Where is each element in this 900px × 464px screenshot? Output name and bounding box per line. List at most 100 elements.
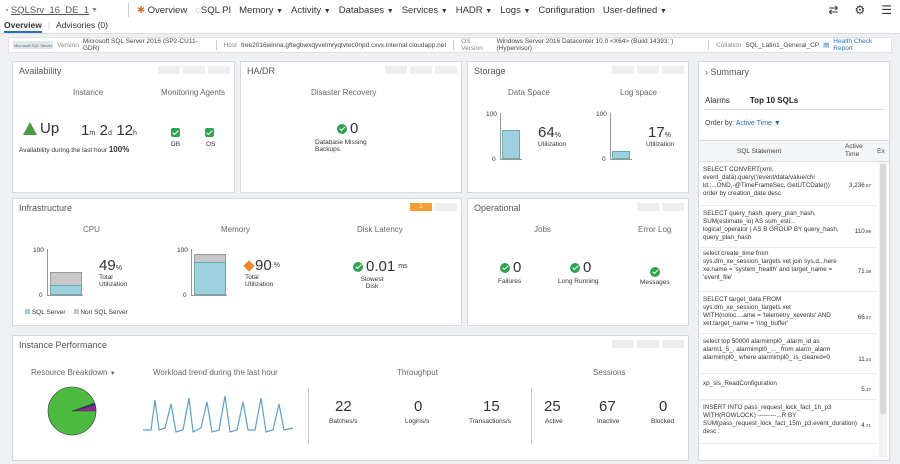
memory-total-label: Total Utilization: [245, 274, 274, 288]
tab-top-10-sqls[interactable]: Top 10 SQLs: [749, 96, 799, 105]
refresh-icon[interactable]: ⇄: [828, 3, 839, 17]
cpu-util-value: 49: [99, 257, 116, 274]
main-nav: ✱ Overview ◌SQL PI Memory ▼ Activity ▼ D…: [128, 3, 667, 17]
instance-heading: Instance: [73, 88, 104, 97]
col-executions[interactable]: Ex: [877, 148, 885, 155]
panel-button[interactable]: [158, 66, 180, 74]
os-agent-check-icon: [205, 124, 214, 142]
menu-icon[interactable]: ☰: [881, 3, 892, 17]
sql-table-row[interactable]: select top 50000 alarmimpl0_.alarm_id as…: [699, 338, 877, 374]
nav-hadr[interactable]: HADR ▼: [455, 4, 493, 16]
resource-breakdown-dropdown[interactable]: Resource Breakdown ▼: [31, 368, 116, 377]
nav-services[interactable]: Services ▼: [401, 4, 448, 16]
memory-util-value: 90: [255, 257, 272, 274]
disk-latency-heading: Disk Latency: [357, 225, 403, 234]
col-active-time[interactable]: Active Time: [845, 143, 863, 158]
active-time-value: 66.27: [857, 314, 871, 321]
tab-advisories[interactable]: Advisories (0): [56, 20, 108, 30]
sql-table-row[interactable]: SELECT CONVERT(xml, event_data).query('/…: [699, 166, 877, 206]
sub-tabs: Overview | Advisories (0): [0, 20, 900, 34]
health-check-link[interactable]: Health Check Report: [833, 38, 873, 52]
disk-latency-value: 0.01: [366, 258, 396, 275]
panel-button[interactable]: [612, 340, 634, 348]
nav-activity[interactable]: Activity ▼: [291, 4, 331, 16]
cpu-gauge: [47, 249, 83, 296]
memory-heading: Memory: [221, 225, 250, 234]
panel-title: Storage: [474, 66, 506, 76]
order-by-dropdown[interactable]: Active Time ▼: [735, 120, 781, 127]
nav-databases[interactable]: Databases ▼: [338, 4, 394, 16]
panel-title: Infrastructure: [19, 203, 73, 213]
operational-panel: Operational Jobs Error Log 0 Failures 0 …: [467, 198, 689, 326]
nav-configuration[interactable]: Configuration: [538, 4, 595, 16]
nav-overview[interactable]: ✱ Overview: [137, 4, 188, 16]
panel-button[interactable]: [183, 66, 205, 74]
active-time-value: 3,236.67: [848, 182, 871, 189]
sql-table-row[interactable]: SELECT target_data FROM sys.dm_xe_sessio…: [699, 296, 877, 334]
col-sql-statement[interactable]: SQL Statement: [737, 148, 782, 155]
host-label: Host: [223, 41, 237, 49]
server-info-bar: Microsoft SQL Server Version Microsoft S…: [8, 37, 892, 53]
panel-button[interactable]: [637, 66, 659, 74]
panel-button[interactable]: [637, 203, 659, 211]
panel-button[interactable]: [410, 66, 432, 74]
panel-button[interactable]: [612, 66, 634, 74]
sql-table-row[interactable]: select create_time from sys.dm_xe_sessio…: [699, 250, 877, 292]
nav-sql-pi[interactable]: ◌SQL PI: [195, 4, 232, 16]
nav-logs[interactable]: Logs ▼: [500, 4, 531, 16]
summary-panel: › Summary Alarms Top 10 SQLs Order by: A…: [698, 61, 890, 461]
axis-min: 0: [492, 156, 496, 163]
active-time-value: 11.24: [858, 356, 871, 363]
panel-button[interactable]: [208, 66, 230, 74]
log-space-pct: 17: [648, 124, 665, 141]
sql-table-row[interactable]: INSERT INTO pass_request_lock_fact_1h_p3…: [699, 404, 877, 444]
active-time-value: 4.71: [861, 422, 871, 429]
long-running-count: 0: [583, 259, 592, 276]
status-up: Up: [40, 120, 60, 137]
panel-button[interactable]: [435, 66, 457, 74]
logins-label: Logins/s: [405, 418, 430, 425]
collation-label: Collation: [716, 41, 742, 49]
hadr-panel: HA/DR Disaster Recovery 0 Database Missi…: [240, 61, 462, 193]
infrastructure-panel: Infrastructure 1 CPU Memory Disk Latency…: [12, 198, 462, 326]
sql-table-row[interactable]: SELECT query_hash, query_plan_hash, SUM(…: [699, 210, 877, 248]
panel-button[interactable]: [637, 340, 659, 348]
panel-title: Availability: [19, 66, 62, 76]
chevron-down-icon: ▼: [91, 6, 98, 14]
sql-table-row[interactable]: xp_sls_ReadConfiguration 5.37: [699, 380, 877, 400]
axis-max: 100: [177, 247, 188, 254]
nav-memory[interactable]: Memory ▼: [239, 4, 284, 16]
panel-button[interactable]: [662, 340, 684, 348]
tab-alarms[interactable]: Alarms: [705, 96, 730, 105]
tab-overview[interactable]: Overview: [4, 20, 42, 33]
panel-title: Instance Performance: [19, 340, 108, 350]
ok-check-icon: [570, 262, 580, 273]
logins-value: 0: [414, 398, 423, 415]
gear-icon[interactable]: ⚙: [854, 3, 866, 17]
alert-count-badge[interactable]: 1: [410, 203, 432, 211]
host-value: free2016winna.gftegbwxqyvelmryqtvtec0npd…: [240, 41, 447, 49]
legend-non-sql: Non SQL Server: [80, 309, 128, 316]
panel-button[interactable]: [662, 66, 684, 74]
storage-panel: Storage Data Space Log space 100 0 64% U…: [467, 61, 689, 193]
nav-user-defined[interactable]: User-defined ▼: [602, 4, 667, 16]
agent-db-label: DB: [171, 141, 181, 148]
legend-swatch-sql: [25, 309, 30, 314]
panel-button[interactable]: [435, 203, 457, 211]
overview-icon: ✱: [137, 4, 145, 16]
collation-value: SQL_Latin1_General_CP: [745, 41, 820, 49]
sql-statement: SELECT query_hash, query_plan_hash, SUM(…: [703, 210, 839, 241]
data-space-heading: Data Space: [508, 88, 550, 97]
availability-panel: Availability Instance Monitoring Agents …: [12, 61, 235, 193]
data-space-gauge: [500, 113, 522, 160]
axis-max: 100: [486, 111, 497, 118]
server-selector[interactable]: ◔ SQLSrv_16_DE_1 ▼: [0, 5, 128, 16]
summary-toggle[interactable]: › Summary: [705, 67, 750, 77]
job-failures-label: Failures: [498, 278, 522, 285]
active-time-value: 110.99: [854, 228, 871, 235]
scrollbar[interactable]: [879, 162, 887, 458]
panel-button[interactable]: [662, 203, 684, 211]
panel-button[interactable]: [385, 66, 407, 74]
workload-trend-label: Workload trend during the last hour: [153, 368, 278, 377]
data-space-pct: 64: [538, 124, 555, 141]
